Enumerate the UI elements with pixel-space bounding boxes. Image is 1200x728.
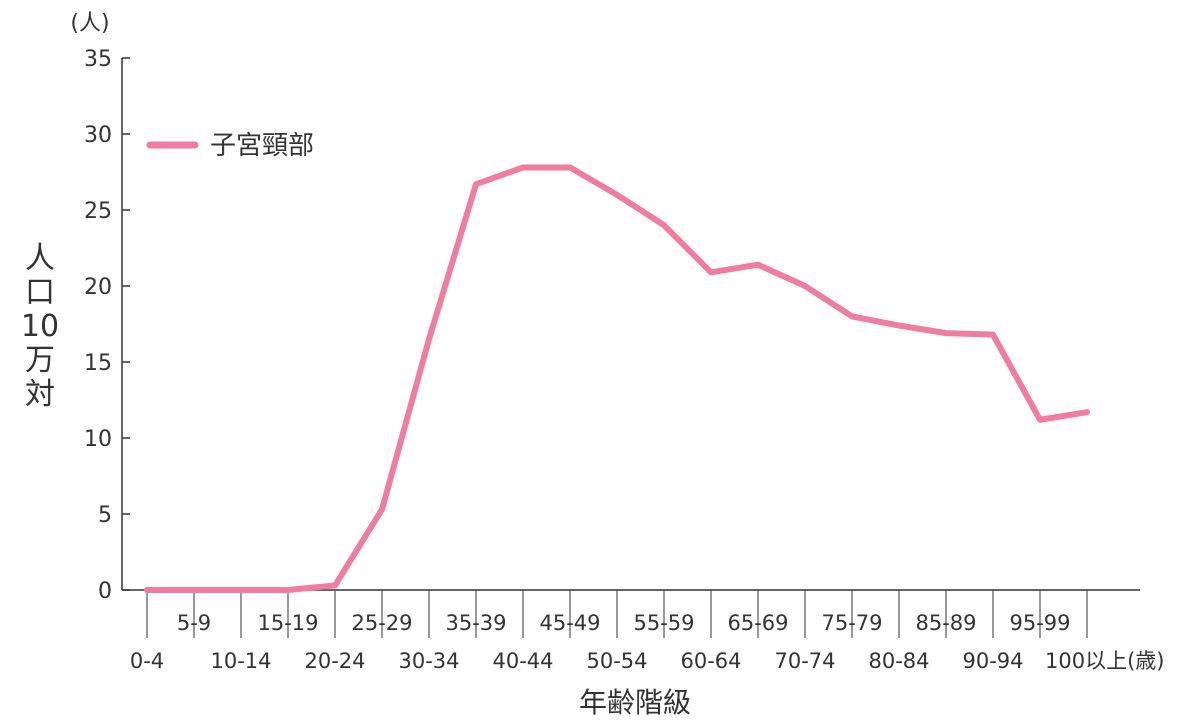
x-tick-label: 45-49 bbox=[539, 611, 600, 635]
series-line bbox=[144, 164, 1090, 593]
x-tick-label: 5-9 bbox=[177, 611, 211, 635]
x-tick-label: 0-4 bbox=[130, 649, 164, 673]
legend-label: 子宮頸部 bbox=[210, 131, 314, 161]
y-axis-unit: (人) bbox=[70, 11, 109, 36]
x-tick-label: 70-74 bbox=[774, 649, 835, 673]
x-axis: 0-4 5-9 10-14 15-19 20-24 25-29 30-34 35-39 40-4… bbox=[122, 589, 1164, 673]
y-tick-label: 35 bbox=[84, 47, 112, 72]
y-axis-label-char: 対 bbox=[25, 377, 55, 412]
y-tick-label: 20 bbox=[84, 275, 112, 300]
y-tick-label: 15 bbox=[84, 351, 112, 376]
x-tick-label: 75-79 bbox=[821, 611, 882, 635]
x-tick-label: 80-84 bbox=[868, 649, 929, 673]
x-tick-label: 15-19 bbox=[257, 611, 318, 635]
y-axis: 0 5 10 15 20 25 30 35 bbox=[84, 47, 130, 604]
x-tick-label: 40-44 bbox=[492, 649, 553, 673]
y-axis-label-char: 10 bbox=[21, 309, 59, 344]
y-axis-label-char: 口 bbox=[25, 275, 55, 310]
x-tick-label: 30-34 bbox=[398, 649, 459, 673]
x-tick-label: 85-89 bbox=[915, 611, 976, 635]
x-tick-label: 90-94 bbox=[962, 649, 1023, 673]
y-axis-label-char: 人 bbox=[25, 241, 55, 276]
series-layer bbox=[144, 164, 1090, 593]
x-tick-label: 60-64 bbox=[680, 649, 741, 673]
legend: 子宮頸部 bbox=[146, 131, 314, 161]
y-tick-label: 10 bbox=[84, 427, 112, 452]
y-tick-label: 25 bbox=[84, 199, 112, 224]
x-tick-label: 50-54 bbox=[586, 649, 647, 673]
x-tick-label: 95-99 bbox=[1009, 611, 1070, 635]
y-axis-label-char: 万 bbox=[25, 343, 55, 378]
y-tick-label: 5 bbox=[98, 503, 112, 528]
x-tick-label: 35-39 bbox=[445, 611, 506, 635]
x-tick-label: 65-69 bbox=[727, 611, 788, 635]
x-tick-label: 25-29 bbox=[351, 611, 412, 635]
y-tick-label: 0 bbox=[98, 579, 112, 604]
x-tick-label: 20-24 bbox=[304, 649, 365, 673]
y-tick-label: 30 bbox=[84, 123, 112, 148]
x-tick-label: 55-59 bbox=[633, 611, 694, 635]
x-tick-label: 100以上(歳) bbox=[1045, 649, 1164, 673]
x-axis-label: 年齢階級 bbox=[579, 686, 691, 719]
x-tick-label: 10-14 bbox=[210, 649, 271, 673]
